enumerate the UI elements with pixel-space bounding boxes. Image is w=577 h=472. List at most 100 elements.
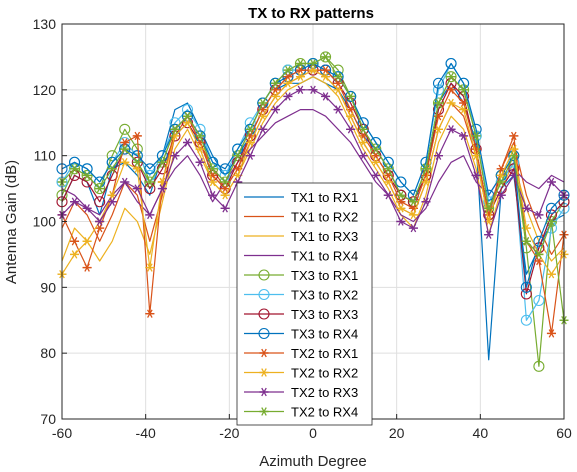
- legend-label: TX3 to RX3: [291, 307, 358, 322]
- series-layer: [56, 51, 570, 372]
- data-point: [157, 158, 167, 167]
- data-point: [509, 131, 519, 141]
- data-point: [183, 138, 192, 147]
- data-point: [181, 104, 194, 116]
- data-point: [421, 197, 431, 206]
- data-point: [107, 164, 117, 174]
- data-point: [383, 190, 393, 200]
- series-line: [61, 76, 565, 262]
- legend-marker: [259, 368, 269, 377]
- data-point: [371, 151, 381, 160]
- legend-entry: TX2 to RX4: [244, 405, 358, 420]
- data-point: [219, 169, 231, 181]
- data-point: [408, 210, 418, 220]
- x-tick-label: -20: [219, 425, 239, 441]
- legend-label: TX2 to RX3: [291, 385, 358, 400]
- data-point: [520, 288, 532, 300]
- data-point: [358, 125, 368, 134]
- data-point: [382, 156, 394, 168]
- data-point: [321, 92, 331, 101]
- data-point: [95, 217, 105, 226]
- data-point: [144, 169, 156, 181]
- legend-marker: [258, 308, 270, 320]
- legend-label: TX1 to RX4: [291, 249, 358, 264]
- data-point: [295, 65, 305, 75]
- data-point: [94, 176, 106, 188]
- data-point: [258, 111, 268, 121]
- x-tick-label: 40: [473, 425, 489, 441]
- data-point: [308, 85, 318, 95]
- data-point: [144, 163, 156, 175]
- data-point: [396, 190, 406, 200]
- data-point: [295, 85, 305, 95]
- data-point: [233, 151, 243, 160]
- data-point: [283, 72, 293, 81]
- legend-label: TX1 to RX1: [291, 190, 358, 205]
- data-point: [69, 169, 81, 181]
- data-point: [432, 97, 445, 109]
- data-point: [195, 131, 205, 141]
- data-point: [94, 183, 106, 195]
- data-point: [484, 217, 494, 226]
- legend-box: [236, 182, 373, 426]
- data-point: [145, 210, 155, 220]
- data-point: [396, 217, 406, 226]
- data-point: [446, 72, 456, 81]
- y-tick-label: 70: [40, 411, 56, 427]
- data-point: [459, 105, 469, 114]
- data-point: [270, 85, 280, 95]
- data-point: [458, 77, 470, 89]
- data-point: [144, 183, 156, 195]
- data-point: [446, 125, 456, 134]
- y-tick-label: 110: [34, 148, 57, 164]
- data-point: [269, 84, 281, 96]
- data-point: [69, 156, 81, 168]
- data-point: [520, 314, 532, 326]
- data-point: [434, 125, 443, 134]
- x-axis-label: Azimuth Degree: [259, 453, 367, 470]
- series-11: [57, 85, 569, 239]
- data-point: [169, 117, 181, 129]
- data-point: [509, 144, 519, 154]
- legend-entry: TX2 to RX3: [244, 385, 358, 400]
- data-point: [132, 158, 142, 167]
- data-point: [194, 136, 206, 149]
- data-point: [95, 184, 105, 193]
- data-point: [183, 118, 192, 127]
- data-point: [446, 85, 456, 95]
- legend-entry: TX2 to RX2: [244, 366, 358, 381]
- data-point: [534, 250, 544, 259]
- legend-label: TX3 to RX2: [291, 288, 358, 303]
- data-point: [319, 51, 332, 63]
- data-point: [257, 104, 269, 116]
- data-point: [446, 98, 456, 108]
- data-point: [282, 64, 294, 76]
- data-point: [170, 125, 180, 134]
- data-point: [521, 204, 531, 213]
- data-point: [282, 71, 294, 83]
- legend-entry: TX3 to RX2: [244, 288, 358, 303]
- data-point: [181, 117, 194, 129]
- data-point: [496, 190, 506, 200]
- data-point: [546, 269, 556, 279]
- data-point: [533, 294, 545, 307]
- data-point: [546, 177, 556, 187]
- data-point: [270, 79, 280, 88]
- legend-marker: [259, 407, 269, 416]
- data-point: [70, 164, 80, 174]
- watermark: CSDN @奔袭的算法工程师: [396, 445, 566, 461]
- data-point: [220, 204, 230, 213]
- data-point: [408, 197, 418, 206]
- series-4: [61, 108, 565, 223]
- x-tick-label: -60: [52, 425, 72, 441]
- data-point: [346, 111, 356, 121]
- data-point: [244, 130, 256, 142]
- data-point: [257, 97, 269, 109]
- data-point: [195, 144, 205, 154]
- legend-label: TX3 to RX1: [291, 268, 358, 283]
- data-point: [434, 151, 443, 160]
- data-point: [382, 169, 394, 181]
- data-point: [70, 237, 80, 246]
- y-tick-label: 90: [40, 279, 56, 295]
- data-point: [534, 210, 544, 220]
